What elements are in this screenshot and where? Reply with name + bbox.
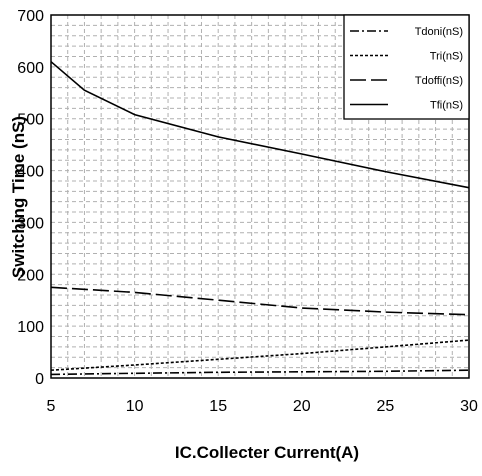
y-tick-label: 400 [17,164,44,181]
series-layer [50,61,470,376]
series-line-tfi-ns [50,61,470,189]
x-tick-label: 15 [209,398,227,415]
x-tick-labels: 5 10 15 20 25 30 [47,398,478,415]
x-tick-label: 5 [47,398,56,415]
legend: Tdoni(nS) Tri(nS) Tdoffi(nS) Tfi(nS) [343,14,470,120]
legend-label: Tfi(nS) [430,100,463,112]
series-line-tdoni-ns [50,369,470,376]
legend-box [343,14,470,120]
y-axis-label: Switching Time (nS) [9,116,28,278]
legend-label: Tdoffi(nS) [415,75,463,87]
x-tick-label: 10 [126,398,144,415]
y-tick-label: 700 [17,8,44,25]
y-tick-label: 500 [17,112,44,129]
plot-border [50,14,470,379]
plot-frame [50,14,470,379]
series-line-tdoffi-ns [50,286,470,316]
series-line-tri-ns [50,339,470,371]
legend-label: Tdoni(nS) [415,26,463,38]
x-tick-label: 20 [293,398,311,415]
y-tick-label: 100 [17,319,44,336]
x-axis-label: IC.Collecter Current(A) [175,443,359,462]
grid [51,15,469,378]
y-tick-label: 300 [17,215,44,232]
y-tick-labels: 0 100 200 300 400 500 600 700 [17,8,44,388]
x-tick-label: 30 [460,398,478,415]
y-tick-label: 200 [17,267,44,284]
x-tick-label: 25 [377,398,395,415]
y-tick-label: 600 [17,60,44,77]
y-tick-label: 0 [35,371,44,388]
legend-label: Tri(nS) [430,51,463,63]
